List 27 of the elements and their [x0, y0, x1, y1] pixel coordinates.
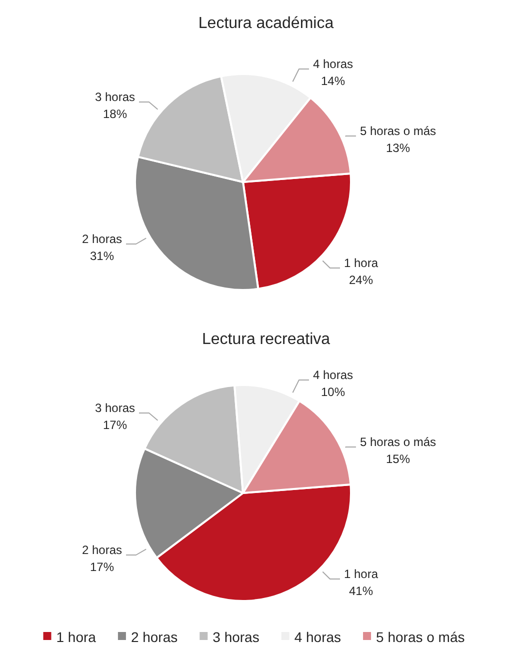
- data-label: 17%: [102, 418, 128, 432]
- slice-label: 1 hora: [344, 567, 378, 581]
- slice-label: 3 horas: [94, 90, 136, 104]
- slice-label: 1 hora: [344, 256, 378, 270]
- chart-title: Lectura académica: [198, 15, 334, 32]
- legend-label: 1 hora: [56, 629, 96, 645]
- slice-label: 5 horas o más: [360, 124, 436, 138]
- data-label: 18%: [102, 107, 128, 121]
- data-label: 14%: [320, 74, 346, 88]
- slice-label: 2 horas: [82, 543, 122, 557]
- data-label: 15%: [386, 452, 410, 466]
- slice-label: 4 horas: [312, 368, 354, 382]
- slice-label: 5 horas o más: [360, 435, 436, 449]
- data-label: 24%: [348, 273, 374, 287]
- data-label: 17%: [90, 560, 114, 574]
- slice-label: 4 horas: [312, 57, 354, 71]
- slice-label: 2 horas: [82, 232, 122, 246]
- data-label: 10%: [320, 385, 346, 399]
- slice-label: 3 horas: [94, 401, 136, 415]
- data-label: 41%: [348, 584, 374, 598]
- legend-label: 4 horas: [294, 629, 342, 645]
- legend-label: 5 horas o más: [376, 629, 465, 645]
- legend-label: 2 horas: [130, 629, 178, 645]
- chart-title: Lectura recreativa: [202, 331, 330, 348]
- legend-label: 3 horas: [212, 629, 260, 645]
- data-label: 31%: [90, 249, 114, 263]
- data-label: 13%: [386, 141, 410, 155]
